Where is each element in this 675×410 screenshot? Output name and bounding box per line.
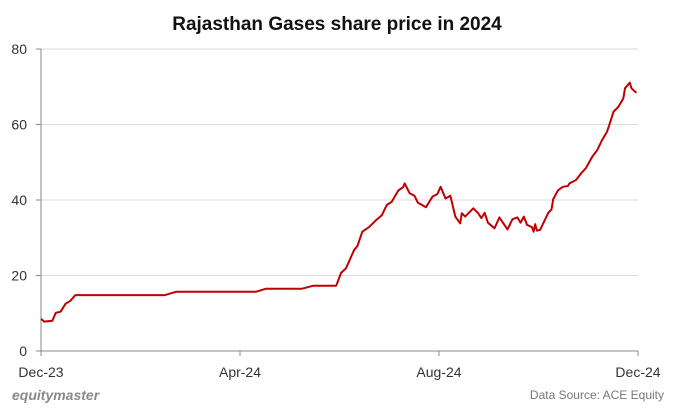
chart-title: Rajasthan Gases share price in 2024	[172, 14, 502, 35]
y-axis-ticks: 0 20 40 60 80	[11, 41, 41, 359]
y-tick-label: 40	[11, 192, 27, 208]
gridlines	[41, 48, 638, 276]
x-tick-label: Dec-24	[615, 364, 660, 380]
y-tick-label: 80	[11, 41, 27, 57]
x-tick-label: Aug-24	[416, 364, 461, 380]
x-tick-label: Dec-23	[18, 364, 63, 380]
x-axis-ticks: Dec-23 Apr-24 Aug-24 Dec-24	[18, 351, 661, 380]
y-tick-label: 0	[19, 343, 27, 359]
data-source: Data Source: ACE Equity	[530, 388, 664, 402]
y-tick-label: 60	[11, 117, 27, 133]
equitymaster-logo: equitymaster	[12, 387, 101, 403]
y-tick-label: 20	[11, 268, 27, 284]
price-line	[40, 81, 638, 323]
x-tick-label: Apr-24	[219, 364, 261, 380]
